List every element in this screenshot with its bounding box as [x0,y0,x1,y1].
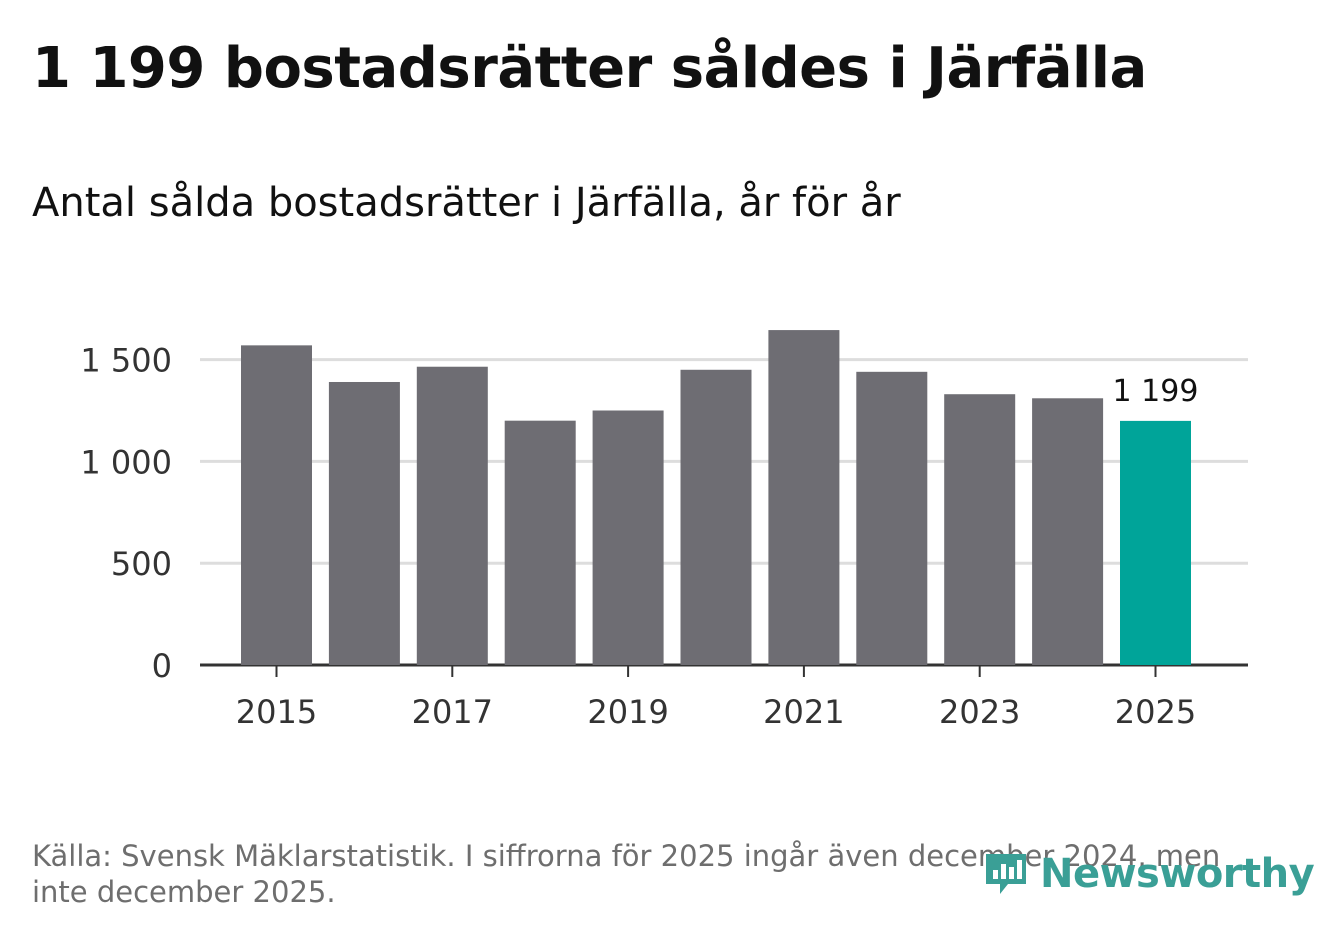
bar-2015 [241,345,312,665]
bar-2022 [856,371,928,665]
newsworthy-logo-text: Newsworthy [1040,851,1315,897]
chart-title: 1 199 bostadsrätter såldes i Järfälla [32,36,1147,101]
bar-2025 [1120,420,1191,665]
newsworthy-logo: Newsworthy [982,850,1315,898]
x-tick-label: 2025 [1115,693,1196,731]
bar-2017 [416,366,488,665]
x-tick-label: 2019 [587,693,668,731]
x-tick-label: 2017 [412,693,493,731]
y-tick-label: 500 [111,545,172,583]
bar-2024 [1032,398,1104,665]
bar-2021 [768,330,840,665]
bar-2020 [680,369,752,665]
x-tick-label: 2021 [763,693,844,731]
newsworthy-logo-icon [986,854,1026,894]
bar-2023 [944,394,1016,665]
data-label-2025: 1 199 [1113,374,1199,409]
bar-2019 [592,410,664,665]
chart-subtitle: Antal sålda bostadsrätter i Järfälla, år… [32,180,901,226]
labels: 0 500 1 000 1 500 2015 2017 2019 2021 2023 2025 1 … [80,342,1198,731]
bar-2018 [504,420,576,665]
y-tick-label: 1 000 [80,443,172,481]
y-tick-label: 0 [152,647,172,685]
x-tick-label: 2015 [236,693,317,731]
x-tick-label: 2023 [939,693,1020,731]
bar-2016 [328,381,400,665]
y-tick-label: 1 500 [80,342,172,380]
bars [241,330,1191,665]
